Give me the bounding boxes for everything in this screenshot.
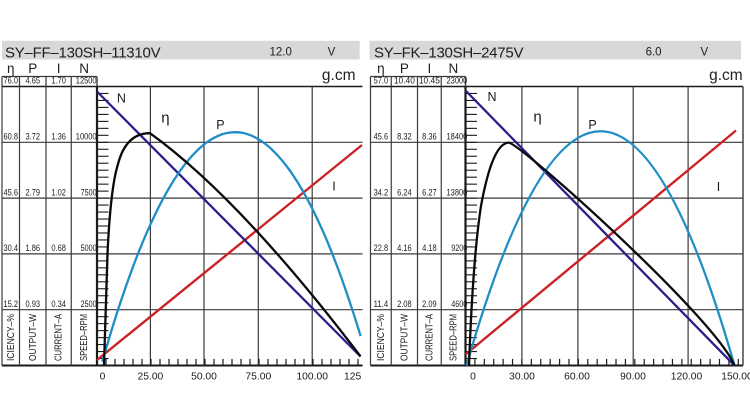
svg-text:I: I: [427, 61, 431, 76]
svg-text:3.72: 3.72: [26, 132, 41, 142]
svg-text:4.16: 4.16: [397, 243, 412, 253]
svg-text:SPEED–RPM: SPEED–RPM: [448, 314, 459, 361]
svg-text:25.00: 25.00: [138, 371, 164, 382]
svg-text:5000: 5000: [81, 243, 97, 253]
svg-text:OUTPUT–W: OUTPUT–W: [28, 313, 39, 361]
svg-text:g.cm: g.cm: [322, 67, 356, 84]
svg-text:6.0: 6.0: [646, 47, 662, 59]
svg-text:ICIENCY–%: ICIENCY–%: [376, 314, 387, 361]
svg-text:76.0: 76.0: [4, 76, 19, 86]
svg-text:1.02: 1.02: [51, 187, 66, 197]
svg-text:6.24: 6.24: [397, 187, 412, 197]
svg-text:P: P: [28, 61, 37, 76]
svg-text:10.45: 10.45: [419, 76, 440, 86]
svg-text:6.27: 6.27: [422, 187, 437, 197]
svg-text:57.0: 57.0: [374, 76, 389, 86]
svg-text:P: P: [588, 118, 596, 132]
svg-text:100.00: 100.00: [296, 371, 328, 382]
svg-text:2500: 2500: [81, 299, 97, 309]
svg-text:0: 0: [100, 371, 106, 382]
svg-text:150.00: 150.00: [721, 371, 750, 382]
svg-text:2.79: 2.79: [26, 187, 41, 197]
svg-text:34.2: 34.2: [374, 187, 389, 197]
svg-text:10000: 10000: [76, 132, 97, 142]
svg-text:1.86: 1.86: [26, 243, 41, 253]
svg-text:10.40: 10.40: [394, 76, 415, 86]
svg-text:120.00: 120.00: [671, 371, 703, 382]
svg-text:N: N: [117, 92, 126, 106]
svg-text:75.00: 75.00: [245, 371, 271, 382]
svg-text:η: η: [161, 110, 169, 127]
svg-text:CURRENT–A: CURRENT–A: [424, 314, 435, 361]
svg-text:0.68: 0.68: [51, 243, 66, 253]
svg-text:1.70: 1.70: [51, 76, 66, 86]
svg-text:90.00: 90.00: [620, 371, 646, 382]
svg-text:SY–FK–130SH–2475V: SY–FK–130SH–2475V: [374, 44, 523, 61]
svg-text:8.36: 8.36: [422, 132, 437, 142]
svg-text:30.4: 30.4: [4, 243, 19, 253]
svg-text:11.4: 11.4: [374, 299, 389, 309]
svg-text:45.6: 45.6: [4, 187, 19, 197]
svg-text:V: V: [328, 47, 336, 59]
svg-text:SPEED–RPM: SPEED–RPM: [79, 314, 90, 361]
svg-text:4.65: 4.65: [26, 76, 41, 86]
svg-text:0: 0: [470, 371, 476, 382]
svg-text:15.2: 15.2: [4, 299, 19, 309]
svg-text:60.8: 60.8: [4, 132, 19, 142]
svg-text:13800: 13800: [447, 187, 468, 197]
svg-text:7500: 7500: [81, 187, 97, 197]
svg-text:P: P: [216, 118, 224, 132]
svg-text:50.00: 50.00: [191, 371, 217, 382]
svg-text:N: N: [487, 90, 496, 104]
svg-text:I: I: [57, 61, 61, 76]
svg-text:N: N: [79, 61, 89, 76]
svg-text:1.36: 1.36: [51, 132, 66, 142]
svg-text:4600: 4600: [451, 299, 467, 309]
svg-text:η: η: [7, 61, 15, 76]
svg-text:SY–FF–130SH–11310V: SY–FF–130SH–11310V: [5, 44, 161, 61]
svg-text:22.8: 22.8: [374, 243, 389, 253]
svg-text:18400: 18400: [447, 132, 468, 142]
svg-text:23000: 23000: [447, 76, 468, 86]
svg-text:η: η: [533, 109, 541, 126]
svg-text:2.08: 2.08: [397, 299, 412, 309]
svg-text:g.cm: g.cm: [709, 67, 743, 84]
svg-text:N: N: [449, 61, 459, 76]
svg-text:0.93: 0.93: [26, 299, 41, 309]
svg-text:12500: 12500: [76, 76, 97, 86]
svg-text:125: 125: [344, 371, 361, 382]
svg-text:0.34: 0.34: [51, 299, 66, 309]
svg-text:CURRENT–A: CURRENT–A: [54, 314, 65, 361]
svg-text:12.0: 12.0: [270, 47, 292, 59]
svg-text:60.00: 60.00: [564, 371, 590, 382]
svg-text:I: I: [332, 180, 335, 194]
svg-text:9200: 9200: [451, 243, 467, 253]
svg-text:V: V: [700, 47, 708, 59]
svg-text:P: P: [400, 61, 409, 76]
svg-text:8.32: 8.32: [397, 132, 412, 142]
svg-text:OUTPUT–W: OUTPUT–W: [399, 313, 410, 361]
svg-text:45.6: 45.6: [374, 132, 389, 142]
svg-text:4.18: 4.18: [422, 243, 437, 253]
svg-text:I: I: [717, 180, 720, 194]
svg-text:η: η: [377, 61, 385, 76]
svg-text:30.00: 30.00: [509, 371, 535, 382]
svg-text:2.09: 2.09: [422, 299, 437, 309]
svg-text:ICIENCY–%: ICIENCY–%: [6, 314, 17, 361]
